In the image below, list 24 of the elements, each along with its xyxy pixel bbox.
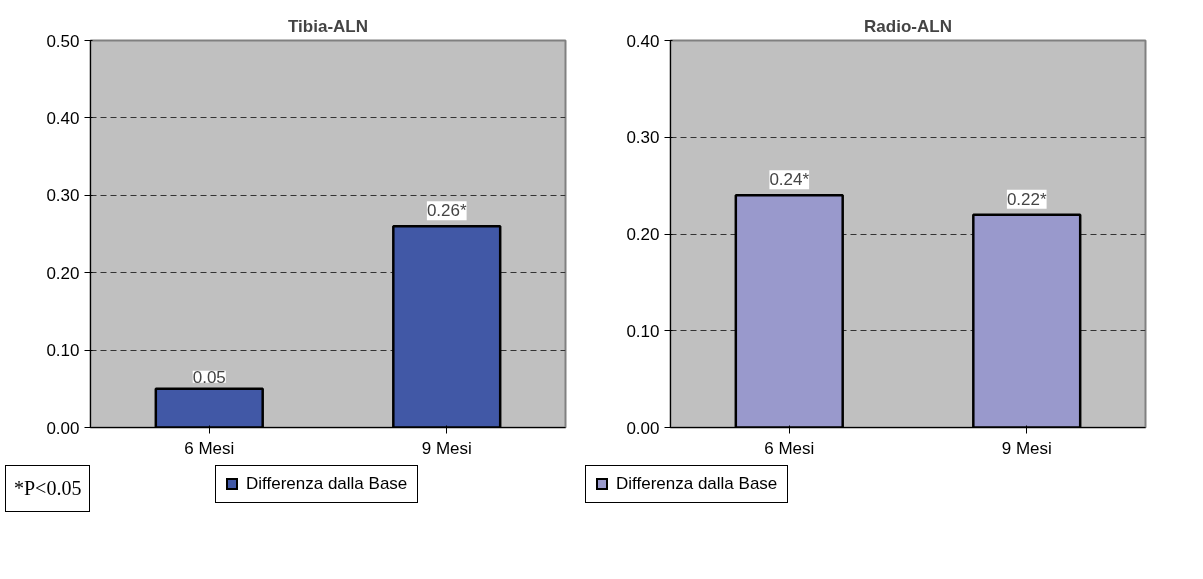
y-tick-label: 0.20 [46, 263, 80, 283]
text: 0.05 [192, 367, 226, 387]
x-tick-label: 6 Mesi [764, 438, 815, 458]
x-tick-label: 6 Mesi [184, 438, 235, 458]
y-tick-label: 0.40 [46, 108, 80, 128]
x-tick-label: 9 Mesi [1001, 438, 1052, 458]
y-tick-label: 0.10 [626, 321, 660, 341]
legend-label: Differenza dalla Base [585, 465, 789, 504]
y-tick-label: 0.00 [46, 418, 80, 438]
text: 0.22* [1006, 189, 1047, 209]
text: 0.24* [769, 170, 810, 190]
text: *P<0.05 [5, 465, 91, 512]
y-tick-label: 0.50 [46, 31, 80, 51]
y-tick-label: 0.30 [626, 128, 660, 148]
y-tick-label: 0.00 [626, 418, 660, 438]
legend-label: Differenza dalla Base [215, 465, 419, 504]
y-tick-label: 0.40 [626, 31, 660, 51]
y-tick-label: 0.20 [626, 225, 660, 244]
y-tick-label: 0.10 [46, 341, 80, 361]
y-tick-label: 0.30 [46, 186, 80, 206]
x-tick-label: 9 Mesi [421, 438, 472, 458]
text: 0.26* [426, 201, 467, 221]
chart-title: Tibia-ALN [288, 16, 368, 36]
chart-title: Radio-ALN [864, 16, 952, 36]
